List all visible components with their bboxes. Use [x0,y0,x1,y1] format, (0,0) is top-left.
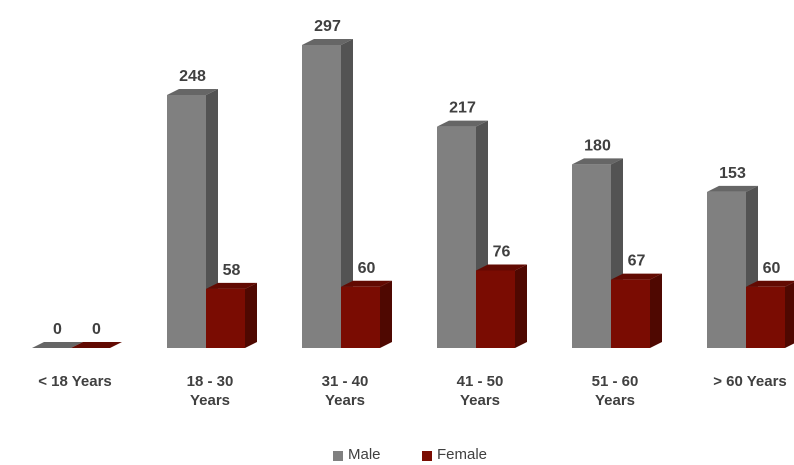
bar-front [341,286,380,348]
bar-front [206,288,245,348]
bar-side [650,273,662,348]
bar [32,342,83,348]
value-label: 60 [763,260,781,277]
bar-top [611,273,662,280]
x-tick-label: 31 - 40 Years [321,373,369,409]
bar-front [302,45,341,348]
bar [746,280,794,348]
value-label: 297 [314,18,341,35]
bar [611,273,662,348]
bar-top [71,342,122,348]
bar [167,88,218,348]
value-label: 60 [358,260,376,277]
bar [71,342,122,348]
bar-side [515,264,527,348]
bar-side [341,39,353,348]
bar-top [707,185,758,192]
value-label: 153 [719,165,746,182]
bar [302,39,353,348]
x-tick-label: 41 - 50 Years [456,373,504,409]
bar [476,264,527,348]
bar-side [245,282,257,348]
x-tick-label: 51 - 60 Years [591,373,639,409]
value-label: 76 [493,243,511,260]
bar-top [32,342,83,348]
value-label: 0 [92,321,101,338]
legend-label: Female [437,446,488,463]
bar-side [380,280,392,348]
value-label: 58 [223,262,241,279]
bar-front [476,270,515,348]
bar-front [572,164,611,348]
bar-top [206,282,257,289]
value-label: 180 [584,137,611,154]
bar-front [167,94,206,348]
x-tick-label: > 60 Years [713,373,787,390]
bar [341,280,392,348]
value-label: 0 [53,321,62,338]
x-tick-label: 18 - 30 Years [186,373,234,409]
legend-label: Male [348,446,381,463]
legend-swatch [422,451,432,461]
x-tick-label: < 18 Years [38,373,112,390]
bar-top [341,280,392,287]
value-label: 67 [628,253,646,270]
bar-side [785,282,794,348]
legend-swatch [333,451,343,461]
bar [437,120,488,348]
value-label: 248 [179,68,206,85]
bar-top [746,280,794,287]
bar-top [302,39,353,45]
bar-front [437,126,476,348]
bar-front [746,286,785,348]
bar-top [572,158,623,165]
bar-front [707,191,746,348]
value-label: 217 [449,100,476,117]
bar-top [476,264,527,271]
bar-top [437,120,488,127]
bar-top [167,88,218,95]
bar [206,282,257,348]
bar-front [611,279,650,348]
bar-side [206,88,218,348]
